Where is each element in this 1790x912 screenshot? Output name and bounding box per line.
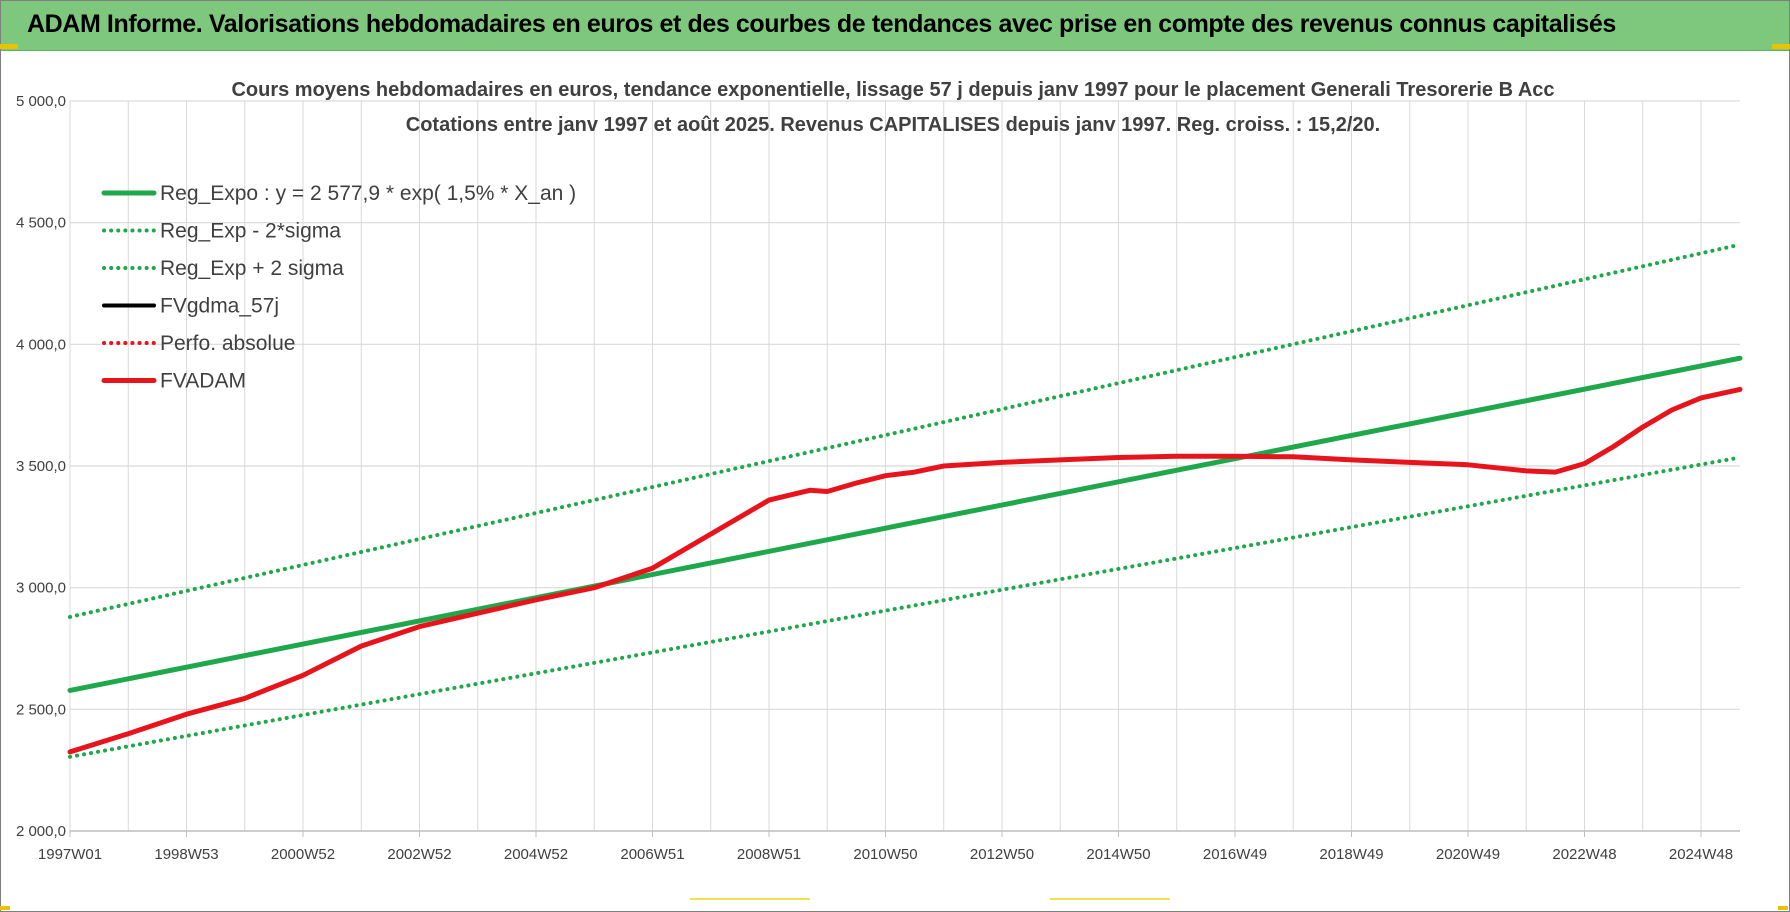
chart-subtitle: Cotations entre janv 1997 et août 2025. … — [406, 114, 1380, 136]
y-axis: 2 000,0 2 500,0 3 000,0 3 500,0 4 000,0 4 500… — [16, 93, 66, 840]
y-tick-label: 2 500,0 — [16, 701, 66, 718]
x-tick-label: 2014W50 — [1086, 846, 1150, 863]
x-tick-label: 2016W49 — [1203, 846, 1267, 863]
y-tick-label: 5 000,0 — [16, 93, 66, 110]
banner-title: ADAM Informe. Valorisations hebdomadaire… — [27, 10, 1616, 38]
x-tick-label: 2002W52 — [387, 846, 451, 863]
y-tick-label: 3 000,0 — [16, 580, 66, 597]
banner: ADAM Informe. Valorisations hebdomadaire… — [1, 1, 1789, 51]
x-tick-label: 1998W53 — [154, 846, 218, 863]
series-line-2 — [68, 242, 1742, 619]
corner-mark — [0, 44, 18, 49]
legend-label: FVADAM — [160, 370, 246, 393]
legend-label: Perfo. absolue — [160, 332, 295, 355]
x-tick-label: 1997W01 — [38, 846, 102, 863]
series-line-0 — [67, 355, 1743, 693]
chart-title: Cours moyens hebdomadaires en euros, ten… — [231, 79, 1554, 101]
y-tick-label: 2 000,0 — [16, 823, 66, 840]
series-line-5 — [67, 386, 1743, 755]
plot-area — [67, 242, 1743, 759]
corner-mark — [1778, 906, 1788, 910]
x-tick-label: 2004W52 — [504, 846, 568, 863]
legend-label: Reg_Exp + 2 sigma — [160, 257, 344, 280]
gridlines — [69, 100, 1740, 832]
y-tick-label: 3 500,0 — [16, 458, 66, 475]
x-tick-label: 2008W51 — [737, 846, 801, 863]
x-tick-label: 2020W49 — [1436, 846, 1500, 863]
x-axis: 1997W01 1998W53 2000W52 2002W52 2004W52 2006W… — [38, 831, 1733, 863]
x-tick-label: 2022W48 — [1552, 846, 1616, 863]
x-tick-label: 2018W49 — [1319, 846, 1383, 863]
y-tick-label: 4 000,0 — [16, 336, 66, 353]
x-tick-label: 2006W51 — [620, 846, 684, 863]
corner-mark — [0, 906, 10, 910]
selection-handle — [690, 898, 810, 900]
legend: Reg_Expo : y = 2 577,9 * exp( 1,5% * X_a… — [101, 182, 576, 393]
x-tick-label: 2010W50 — [853, 846, 917, 863]
y-tick-label: 4 500,0 — [16, 215, 66, 232]
legend-label: Reg_Expo : y = 2 577,9 * exp( 1,5% * X_a… — [160, 182, 576, 205]
corner-mark — [1772, 44, 1790, 49]
selection-handle — [1050, 898, 1170, 900]
x-tick-label: 2012W50 — [970, 846, 1034, 863]
x-tick-label: 2000W52 — [271, 846, 335, 863]
legend-label: Reg_Exp - 2*sigma — [160, 220, 341, 243]
x-tick-label: 2024W48 — [1669, 846, 1733, 863]
series-line-1 — [68, 455, 1742, 759]
legend-label: FVgdma_57j — [160, 295, 279, 318]
